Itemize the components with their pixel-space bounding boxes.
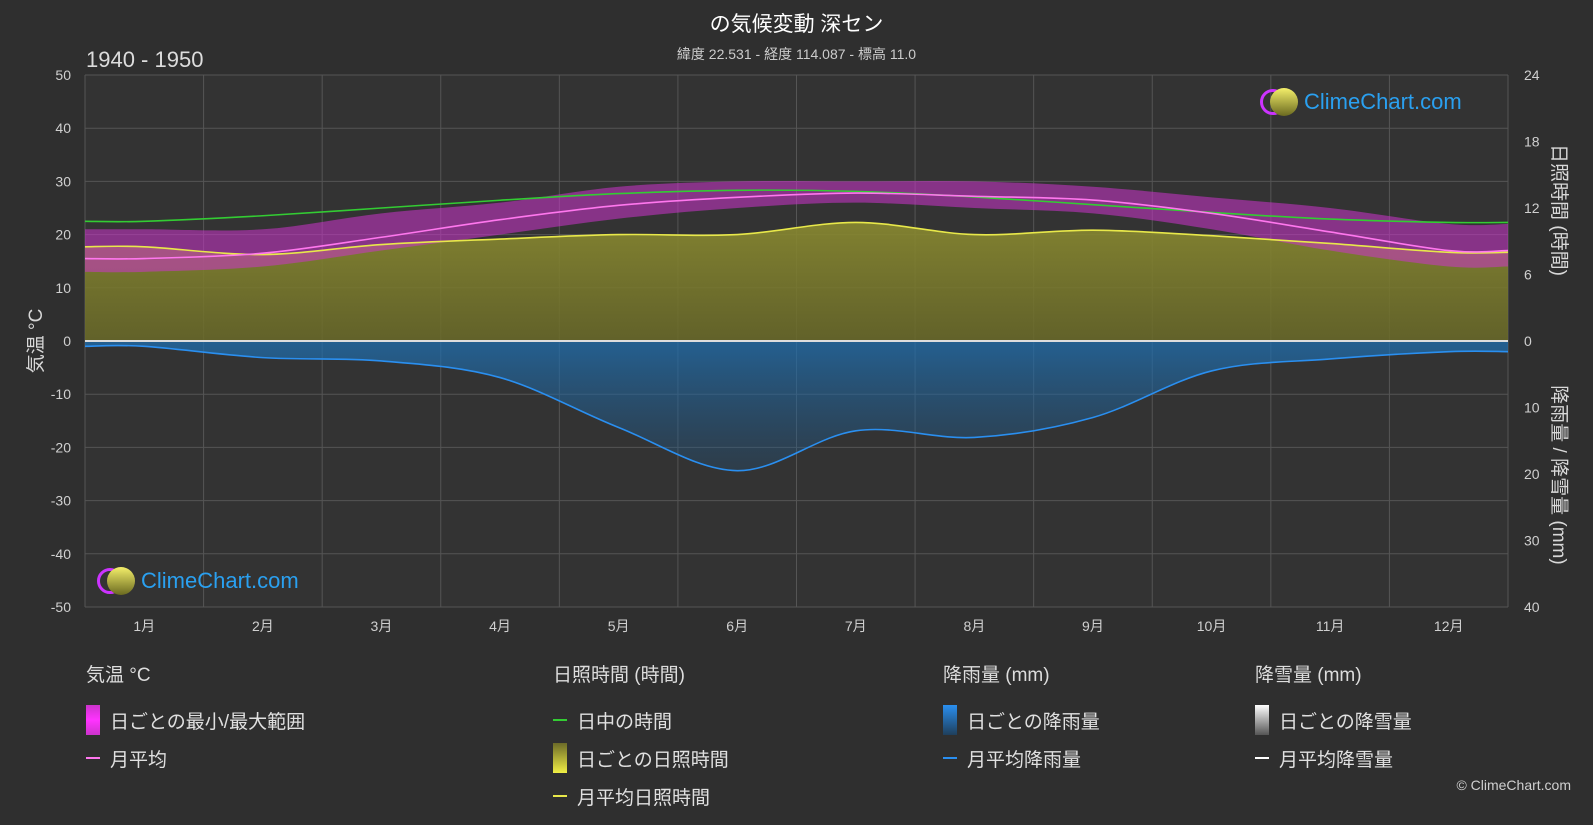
left-tick-label: 40 bbox=[55, 120, 71, 136]
month-tick-label: 12月 bbox=[1434, 618, 1464, 634]
data-areas bbox=[85, 181, 1508, 471]
legend-label: 日中の時間 bbox=[577, 711, 673, 733]
sunshine-swatch-icon bbox=[553, 743, 567, 773]
right-tick-label: 40 bbox=[1524, 599, 1540, 615]
legend-item: 月平均日照時間 bbox=[553, 777, 729, 815]
legend-item: 日ごとの降雪量 bbox=[1255, 701, 1412, 739]
legend-item: 月平均降雪量 bbox=[1255, 739, 1412, 777]
range-swatch-icon bbox=[86, 705, 100, 735]
left-tick-label: -40 bbox=[51, 546, 71, 562]
temperature-avg-line bbox=[84, 192, 1509, 260]
month-tick-label: 2月 bbox=[252, 618, 274, 634]
data-lines bbox=[84, 189, 1509, 472]
legend-title: 降雨量 (mm) bbox=[943, 665, 1050, 686]
line-swatch-icon bbox=[553, 719, 567, 721]
left-tick-label: 50 bbox=[55, 67, 71, 83]
logo-text: ClimeChart.com bbox=[141, 568, 299, 593]
legend-item: 日ごとの最小/最大範囲 bbox=[86, 701, 305, 739]
right-tick-label: 18 bbox=[1524, 134, 1540, 150]
month-tick-label: 7月 bbox=[845, 618, 867, 634]
daily-rain-area bbox=[85, 341, 1508, 471]
chart-subtitle: 緯度 22.531 - 経度 114.087 - 標高 11.0 bbox=[676, 46, 917, 62]
right-bottom-axis-title: 降雨量 / 降雪量 (mm) bbox=[1548, 385, 1570, 564]
left-tick-label: 10 bbox=[55, 280, 71, 296]
month-tick-label: 9月 bbox=[1082, 618, 1104, 634]
month-tick-label: 5月 bbox=[608, 618, 630, 634]
copyright: © ClimeChart.com bbox=[1456, 777, 1571, 793]
daylight-line bbox=[84, 189, 1509, 224]
month-tick-label: 11月 bbox=[1316, 618, 1345, 634]
month-tick-label: 6月 bbox=[726, 618, 748, 634]
logo-sun-icon bbox=[107, 567, 135, 595]
legend-item: 日中の時間 bbox=[553, 701, 729, 739]
chart-title: の気候変動 深セン bbox=[709, 13, 884, 36]
month-tick-label: 10月 bbox=[1197, 618, 1227, 634]
legend-label: 日ごとの降雪量 bbox=[1279, 711, 1412, 733]
left-tick-label: -30 bbox=[51, 493, 71, 509]
right-tick-label: 6 bbox=[1524, 267, 1532, 283]
right-tick-label: 24 bbox=[1524, 67, 1540, 83]
legend-label: 日ごとの最小/最大範囲 bbox=[110, 711, 306, 733]
legend-item: 月平均 bbox=[86, 739, 305, 777]
period-label: 1940 - 1950 bbox=[86, 47, 204, 72]
line-swatch-icon bbox=[86, 757, 100, 759]
legend-snow: 降雪量 (mm) 日ごとの降雪量 月平均降雪量 bbox=[1255, 660, 1412, 777]
rain-swatch-icon bbox=[943, 705, 957, 735]
legend-title: 気温 °C bbox=[86, 665, 151, 686]
legend-title: 日照時間 (時間) bbox=[553, 665, 685, 686]
temperature-range-band bbox=[85, 181, 1508, 273]
legend-label: 日ごとの日照時間 bbox=[577, 749, 729, 771]
legend-item: 日ごとの降雨量 bbox=[943, 701, 1100, 739]
right-tick-label: 20 bbox=[1524, 466, 1540, 482]
month-tick-label: 3月 bbox=[371, 618, 393, 634]
logo-bottom: ClimeChart.com bbox=[97, 567, 299, 595]
left-axis-title: 気温 °C bbox=[25, 309, 47, 374]
legend-label: 日ごとの降雨量 bbox=[967, 711, 1100, 733]
left-tick-label: 20 bbox=[55, 227, 71, 243]
legend-label: 月平均日照時間 bbox=[577, 787, 711, 809]
logo-sun-icon bbox=[1270, 88, 1298, 116]
left-tick-label: 0 bbox=[63, 333, 71, 349]
legend-item: 日ごとの日照時間 bbox=[553, 739, 729, 777]
sunshine-avg-line bbox=[84, 221, 1509, 256]
line-swatch-icon bbox=[1255, 757, 1269, 759]
logo-top: ClimeChart.com bbox=[1260, 88, 1462, 116]
left-tick-label: -20 bbox=[51, 439, 71, 455]
left-tick-label: -10 bbox=[51, 386, 71, 402]
legend-label: 月平均降雪量 bbox=[1279, 749, 1394, 771]
legend-title: 降雪量 (mm) bbox=[1255, 665, 1362, 686]
left-tick-label: 30 bbox=[55, 173, 71, 189]
legend-sunshine: 日照時間 (時間) 日中の時間 日ごとの日照時間 月平均日照時間 bbox=[553, 660, 729, 815]
legend-rain: 降雨量 (mm) 日ごとの降雨量 月平均降雨量 bbox=[943, 660, 1100, 777]
legend-label: 月平均 bbox=[110, 749, 168, 771]
right-tick-label: 30 bbox=[1524, 533, 1540, 549]
line-swatch-icon bbox=[553, 795, 567, 797]
climate-chart: 50 40 30 20 10 0 -10 -20 -30 -40 -50 24 18 12 6 0 10 20 30… bbox=[25, 67, 1570, 634]
month-tick-label: 4月 bbox=[489, 618, 511, 634]
month-tick-label: 1月 bbox=[133, 618, 155, 634]
line-swatch-icon bbox=[943, 757, 957, 759]
left-tick-label: -50 bbox=[51, 599, 71, 615]
tick-labels: 50 40 30 20 10 0 -10 -20 -30 -40 -50 24 18 12 6 0 10 20 30… bbox=[51, 67, 1540, 634]
right-tick-label: 0 bbox=[1524, 333, 1532, 349]
rain-avg-line bbox=[84, 344, 1509, 472]
snow-swatch-icon bbox=[1255, 705, 1269, 735]
logo-text: ClimeChart.com bbox=[1304, 89, 1462, 114]
right-tick-label: 10 bbox=[1524, 400, 1540, 416]
right-tick-label: 12 bbox=[1524, 200, 1540, 216]
right-top-axis-title: 日照時間 (時間) bbox=[1548, 144, 1570, 276]
legend-item: 月平均降雨量 bbox=[943, 739, 1100, 777]
legend-temperature: 気温 °C 日ごとの最小/最大範囲 月平均 bbox=[86, 660, 305, 777]
daily-sunshine-area bbox=[85, 222, 1508, 341]
month-tick-label: 8月 bbox=[963, 618, 985, 634]
legend-label: 月平均降雨量 bbox=[967, 749, 1082, 771]
